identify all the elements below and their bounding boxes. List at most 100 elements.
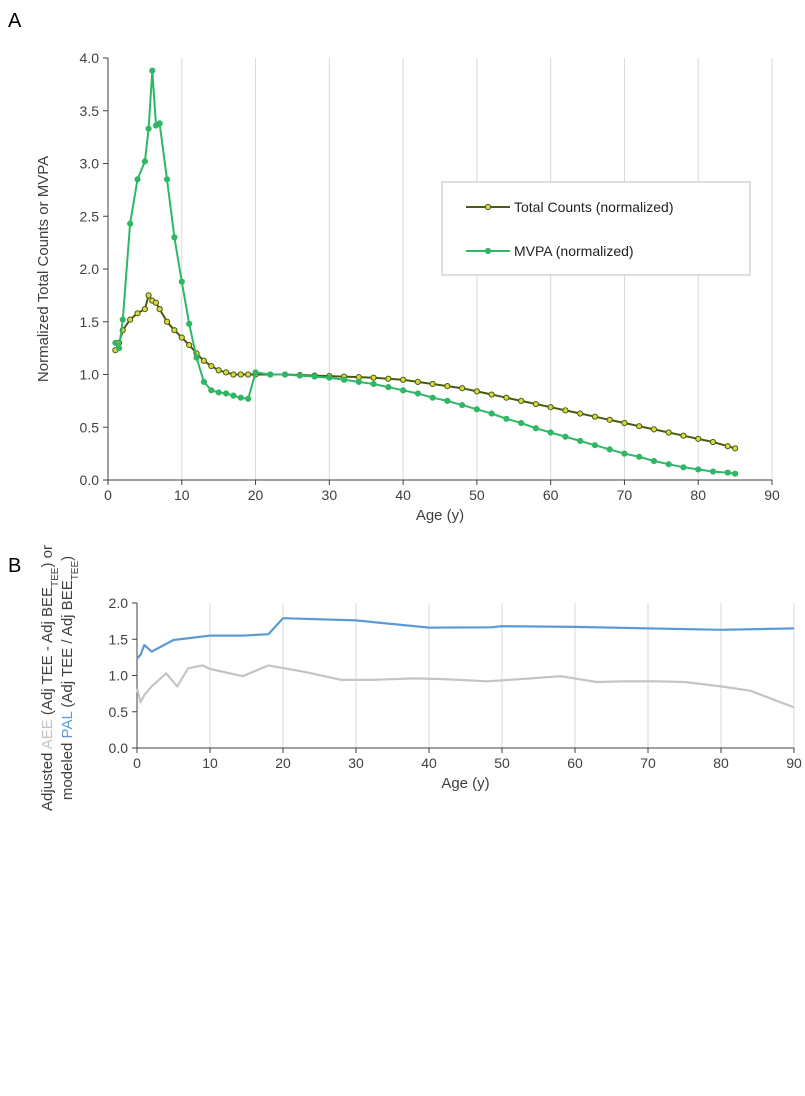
data-point-mvpa-normalized bbox=[444, 397, 451, 404]
y-tick-label: 3.5 bbox=[80, 103, 100, 119]
data-point-mvpa-normalized bbox=[119, 316, 126, 323]
data-point-total-counts-normalized bbox=[145, 292, 152, 299]
data-point-mvpa-normalized bbox=[547, 429, 554, 436]
chart-a: 0.0 0.5 1.0 1.5 2.0 2.5 3.0 3.5 4.0 0 10 20 30 40 50 6… bbox=[35, 50, 780, 524]
chart-b-series bbox=[135, 617, 795, 709]
x-tick-label: 60 bbox=[543, 487, 559, 503]
data-point-total-counts-normalized bbox=[186, 341, 193, 349]
chart-a-y-axis-label: Normalized Total Counts or MVPA bbox=[35, 156, 52, 382]
y-tick-label: 1.5 bbox=[80, 314, 100, 330]
y-tick-label: 2.0 bbox=[109, 595, 129, 611]
data-point-mvpa-normalized bbox=[577, 437, 584, 445]
x-tick-label: 90 bbox=[786, 755, 802, 771]
x-tick-label: 20 bbox=[248, 487, 264, 503]
data-point-mvpa-normalized bbox=[163, 176, 171, 183]
chart-a-legend: Total Counts (normalized) MVPA (normaliz… bbox=[441, 181, 751, 276]
legend-marker-mvpa bbox=[484, 247, 492, 255]
legend-label-mvpa: MVPA (normalized) bbox=[514, 243, 634, 259]
x-tick-label: 50 bbox=[469, 487, 485, 503]
data-point-total-counts-normalized bbox=[606, 416, 613, 423]
legend-label-total-counts: Total Counts (normalized) bbox=[514, 199, 674, 215]
chart-a-x-ticks: 0 10 20 30 40 50 60 70 80 90 bbox=[104, 480, 780, 503]
y-tick-label: 0.0 bbox=[109, 740, 129, 756]
data-point-total-counts-normalized bbox=[680, 432, 687, 439]
data-point-total-counts-normalized bbox=[178, 334, 185, 341]
data-point-mvpa-normalized bbox=[370, 380, 377, 388]
data-point-mvpa-normalized bbox=[296, 372, 303, 379]
y-tick-label: 2.5 bbox=[80, 208, 100, 224]
data-point-mvpa-normalized bbox=[115, 345, 123, 352]
ylabel-close: ) bbox=[59, 556, 76, 561]
data-point-total-counts-normalized bbox=[429, 380, 436, 388]
chart-b-gridlines bbox=[209, 603, 795, 748]
data-point-mvpa-normalized bbox=[429, 394, 436, 401]
data-point-mvpa-normalized bbox=[178, 278, 185, 285]
data-point-mvpa-normalized bbox=[488, 410, 495, 417]
ylabel-aee: AEE bbox=[39, 719, 56, 749]
x-tick-label: 0 bbox=[104, 487, 112, 503]
x-tick-label: 30 bbox=[322, 487, 338, 503]
data-point-mvpa-normalized bbox=[650, 457, 658, 465]
x-tick-label: 10 bbox=[174, 487, 190, 503]
data-point-mvpa-normalized bbox=[355, 378, 362, 385]
data-point-total-counts-normalized bbox=[503, 394, 510, 401]
data-point-total-counts-normalized bbox=[152, 299, 160, 306]
data-point-mvpa-normalized bbox=[245, 395, 252, 402]
data-point-mvpa-normalized bbox=[414, 390, 421, 397]
data-point-mvpa-normalized bbox=[171, 234, 178, 241]
y-tick-label: 1.0 bbox=[109, 668, 129, 684]
data-point-total-counts-normalized bbox=[385, 375, 392, 382]
data-point-mvpa-normalized bbox=[695, 466, 702, 473]
data-point-mvpa-normalized bbox=[385, 384, 392, 391]
data-point-total-counts-normalized bbox=[488, 391, 495, 398]
data-point-mvpa-normalized bbox=[503, 415, 510, 422]
data-point-mvpa-normalized bbox=[112, 339, 119, 346]
data-point-total-counts-normalized bbox=[695, 435, 702, 442]
data-point-total-counts-normalized bbox=[200, 357, 208, 364]
data-point-mvpa-normalized bbox=[340, 376, 348, 383]
data-point-total-counts-normalized bbox=[370, 374, 377, 381]
data-point-total-counts-normalized bbox=[237, 371, 244, 378]
data-point-mvpa-normalized bbox=[149, 67, 156, 74]
data-point-mvpa-normalized bbox=[562, 433, 569, 440]
data-point-total-counts-normalized bbox=[171, 327, 178, 334]
data-point-mvpa-normalized bbox=[141, 158, 148, 165]
data-point-mvpa-normalized bbox=[200, 378, 208, 385]
data-point-total-counts-normalized bbox=[621, 419, 628, 427]
data-point-total-counts-normalized bbox=[444, 383, 451, 390]
data-point-mvpa-normalized bbox=[326, 374, 333, 381]
data-point-total-counts-normalized bbox=[230, 371, 237, 378]
y-tick-label: 0.5 bbox=[80, 419, 100, 435]
data-point-total-counts-normalized bbox=[518, 397, 525, 404]
data-point-total-counts-normalized bbox=[547, 404, 554, 411]
chart-b-y-axis-label-line-1: Adjusted AEE (Adj TEE - Adj BEETEE) or bbox=[39, 545, 61, 811]
data-point-total-counts-normalized bbox=[414, 378, 421, 385]
x-tick-label: 20 bbox=[275, 755, 291, 771]
y-tick-label: 4.0 bbox=[80, 50, 100, 66]
data-point-total-counts-normalized bbox=[215, 367, 222, 374]
ylabel-adjusted: Adjusted bbox=[39, 749, 56, 811]
data-point-mvpa-normalized bbox=[709, 468, 717, 475]
data-point-mvpa-normalized bbox=[252, 369, 259, 376]
data-point-mvpa-normalized bbox=[237, 394, 244, 401]
data-point-total-counts-normalized bbox=[163, 318, 171, 325]
data-point-total-counts-normalized bbox=[636, 423, 643, 430]
data-point-total-counts-normalized bbox=[591, 413, 599, 420]
data-point-mvpa-normalized bbox=[281, 371, 289, 378]
data-point-mvpa-normalized bbox=[680, 464, 687, 471]
y-tick-label: 2.0 bbox=[80, 261, 100, 277]
data-point-total-counts-normalized bbox=[732, 445, 739, 452]
data-point-mvpa-normalized bbox=[311, 373, 318, 380]
data-point-mvpa-normalized bbox=[400, 387, 407, 394]
y-tick-label: 3.0 bbox=[80, 156, 100, 172]
data-point-mvpa-normalized bbox=[145, 125, 152, 132]
data-point-total-counts-normalized bbox=[577, 410, 584, 417]
chart-b-x-axis-label: Age (y) bbox=[441, 775, 489, 792]
chart-b-y-axis-label-line-2: modeled PAL (Adj TEE / Adj BEETEE) bbox=[59, 556, 81, 800]
data-point-total-counts-normalized bbox=[156, 305, 163, 313]
data-point-total-counts-normalized bbox=[222, 369, 230, 376]
ylabel-or: ) or bbox=[39, 545, 56, 568]
y-tick-label: 1.0 bbox=[80, 367, 100, 383]
x-tick-label: 80 bbox=[713, 755, 729, 771]
